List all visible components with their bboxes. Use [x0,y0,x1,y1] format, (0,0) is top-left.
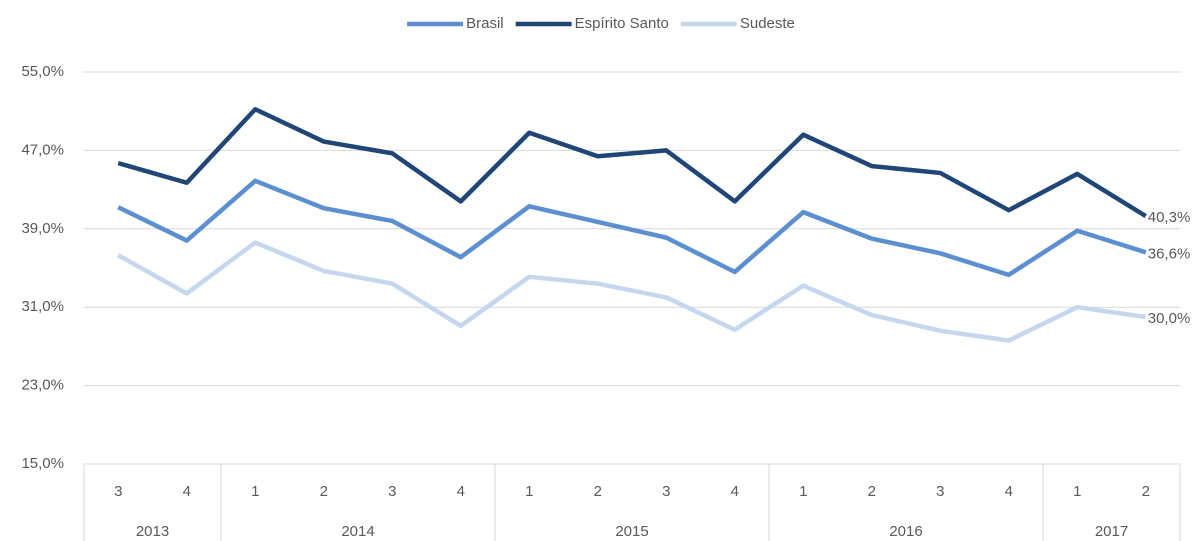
x-tick-label: 4 [731,483,739,500]
y-tick-label: 31,0% [21,298,64,315]
x-tick-label: 3 [936,483,944,500]
series-line [117,106,1147,218]
x-tick-label: 1 [799,483,807,500]
x-tick-label: 4 [457,483,465,500]
legend-label: Espírito Santo [575,15,669,32]
x-tick-label: 3 [388,483,396,500]
x-group-label: 2014 [341,523,374,540]
data-label: 36,6% [1148,245,1191,262]
x-tick-label: 1 [251,483,259,500]
x-tick-label: 1 [1073,483,1081,500]
y-tick-label: 15,0% [21,455,64,472]
x-group-label: 2016 [889,523,922,540]
x-group-label: 2015 [615,523,648,540]
y-tick-label: 47,0% [21,141,64,158]
x-group-label: 2017 [1095,523,1128,540]
x-tick-label: 1 [525,483,533,500]
x-tick-label: 4 [1005,483,1013,500]
x-tick-label: 2 [594,483,602,500]
legend-label: Brasil [466,15,504,32]
legend-label: Sudeste [740,15,795,32]
series-line [117,240,1147,343]
y-tick-label: 55,0% [21,63,64,80]
x-tick-label: 2 [320,483,328,500]
y-tick-label: 39,0% [21,220,64,237]
x-tick-label: 2 [1142,483,1150,500]
x-group-label: 2013 [136,523,169,540]
x-tick-label: 3 [114,483,122,500]
data-label: 40,3% [1148,209,1191,226]
y-tick-label: 23,0% [21,377,64,394]
x-tick-label: 4 [183,483,191,500]
data-label: 30,0% [1148,310,1191,327]
x-tick-label: 2 [868,483,876,500]
series-line [117,178,1147,278]
x-tick-label: 3 [662,483,670,500]
